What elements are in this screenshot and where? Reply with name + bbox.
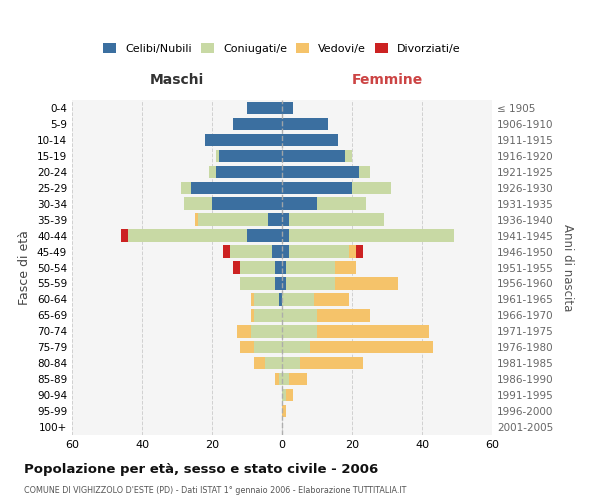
Bar bbox=[223, 246, 229, 258]
Bar bbox=[233, 262, 240, 274]
Bar bbox=[254, 309, 282, 322]
Bar bbox=[233, 118, 282, 130]
Bar bbox=[251, 325, 282, 338]
Bar bbox=[254, 293, 278, 306]
Y-axis label: Fasce di età: Fasce di età bbox=[19, 230, 31, 305]
Legend: Celibi/Nubili, Coniugati/e, Vedovi/e, Divorziati/e: Celibi/Nubili, Coniugati/e, Vedovi/e, Di… bbox=[99, 38, 465, 58]
Bar bbox=[265, 357, 282, 370]
Bar bbox=[310, 341, 433, 353]
Bar bbox=[335, 262, 355, 274]
Bar bbox=[286, 277, 335, 289]
Bar bbox=[299, 357, 362, 370]
Bar bbox=[282, 166, 359, 178]
Bar bbox=[282, 309, 317, 322]
Bar bbox=[275, 373, 278, 386]
Bar bbox=[286, 389, 293, 402]
Bar bbox=[282, 230, 289, 242]
Y-axis label: Anni di nascita: Anni di nascita bbox=[562, 224, 574, 311]
Bar bbox=[282, 182, 352, 194]
Bar bbox=[282, 214, 289, 226]
Bar bbox=[251, 293, 254, 306]
Bar bbox=[219, 150, 282, 162]
Bar bbox=[289, 230, 454, 242]
Text: Femmine: Femmine bbox=[352, 72, 422, 86]
Bar bbox=[212, 198, 282, 210]
Bar bbox=[317, 309, 370, 322]
Bar bbox=[282, 373, 289, 386]
Bar bbox=[215, 150, 219, 162]
Bar bbox=[314, 293, 349, 306]
Bar bbox=[278, 373, 282, 386]
Bar bbox=[209, 166, 215, 178]
Bar bbox=[282, 150, 345, 162]
Bar bbox=[121, 230, 128, 242]
Bar bbox=[229, 246, 271, 258]
Bar bbox=[282, 357, 299, 370]
Bar bbox=[289, 214, 383, 226]
Bar bbox=[268, 214, 282, 226]
Bar bbox=[282, 325, 317, 338]
Bar bbox=[282, 405, 286, 417]
Bar bbox=[317, 325, 429, 338]
Bar bbox=[359, 166, 370, 178]
Bar bbox=[251, 309, 254, 322]
Bar bbox=[181, 182, 191, 194]
Bar bbox=[282, 102, 293, 114]
Bar bbox=[349, 246, 355, 258]
Bar bbox=[317, 198, 366, 210]
Bar bbox=[198, 214, 268, 226]
Bar bbox=[282, 118, 328, 130]
Text: COMUNE DI VIGHIZZOLO D'ESTE (PD) - Dati ISTAT 1° gennaio 2006 - Elaborazione TUT: COMUNE DI VIGHIZZOLO D'ESTE (PD) - Dati … bbox=[24, 486, 406, 495]
Text: Maschi: Maschi bbox=[150, 72, 204, 86]
Bar bbox=[335, 277, 398, 289]
Bar bbox=[275, 262, 282, 274]
Bar bbox=[215, 166, 282, 178]
Bar bbox=[282, 134, 338, 146]
Bar bbox=[236, 325, 251, 338]
Bar bbox=[191, 182, 282, 194]
Bar bbox=[282, 341, 310, 353]
Bar bbox=[345, 150, 352, 162]
Bar bbox=[275, 277, 282, 289]
Bar bbox=[352, 182, 391, 194]
Bar bbox=[282, 293, 314, 306]
Bar bbox=[282, 198, 317, 210]
Bar bbox=[240, 277, 275, 289]
Bar bbox=[247, 102, 282, 114]
Bar bbox=[282, 389, 286, 402]
Bar bbox=[254, 357, 265, 370]
Bar bbox=[355, 246, 362, 258]
Bar bbox=[278, 293, 282, 306]
Bar bbox=[184, 198, 212, 210]
Bar bbox=[271, 246, 282, 258]
Bar bbox=[282, 262, 286, 274]
Bar bbox=[240, 262, 275, 274]
Bar bbox=[289, 373, 307, 386]
Bar bbox=[194, 214, 198, 226]
Bar bbox=[286, 262, 335, 274]
Bar bbox=[247, 230, 282, 242]
Bar bbox=[128, 230, 247, 242]
Bar bbox=[240, 341, 254, 353]
Bar bbox=[254, 341, 282, 353]
Bar bbox=[282, 246, 289, 258]
Bar bbox=[282, 277, 286, 289]
Bar bbox=[289, 246, 349, 258]
Bar bbox=[205, 134, 282, 146]
Text: Popolazione per età, sesso e stato civile - 2006: Popolazione per età, sesso e stato civil… bbox=[24, 462, 378, 475]
